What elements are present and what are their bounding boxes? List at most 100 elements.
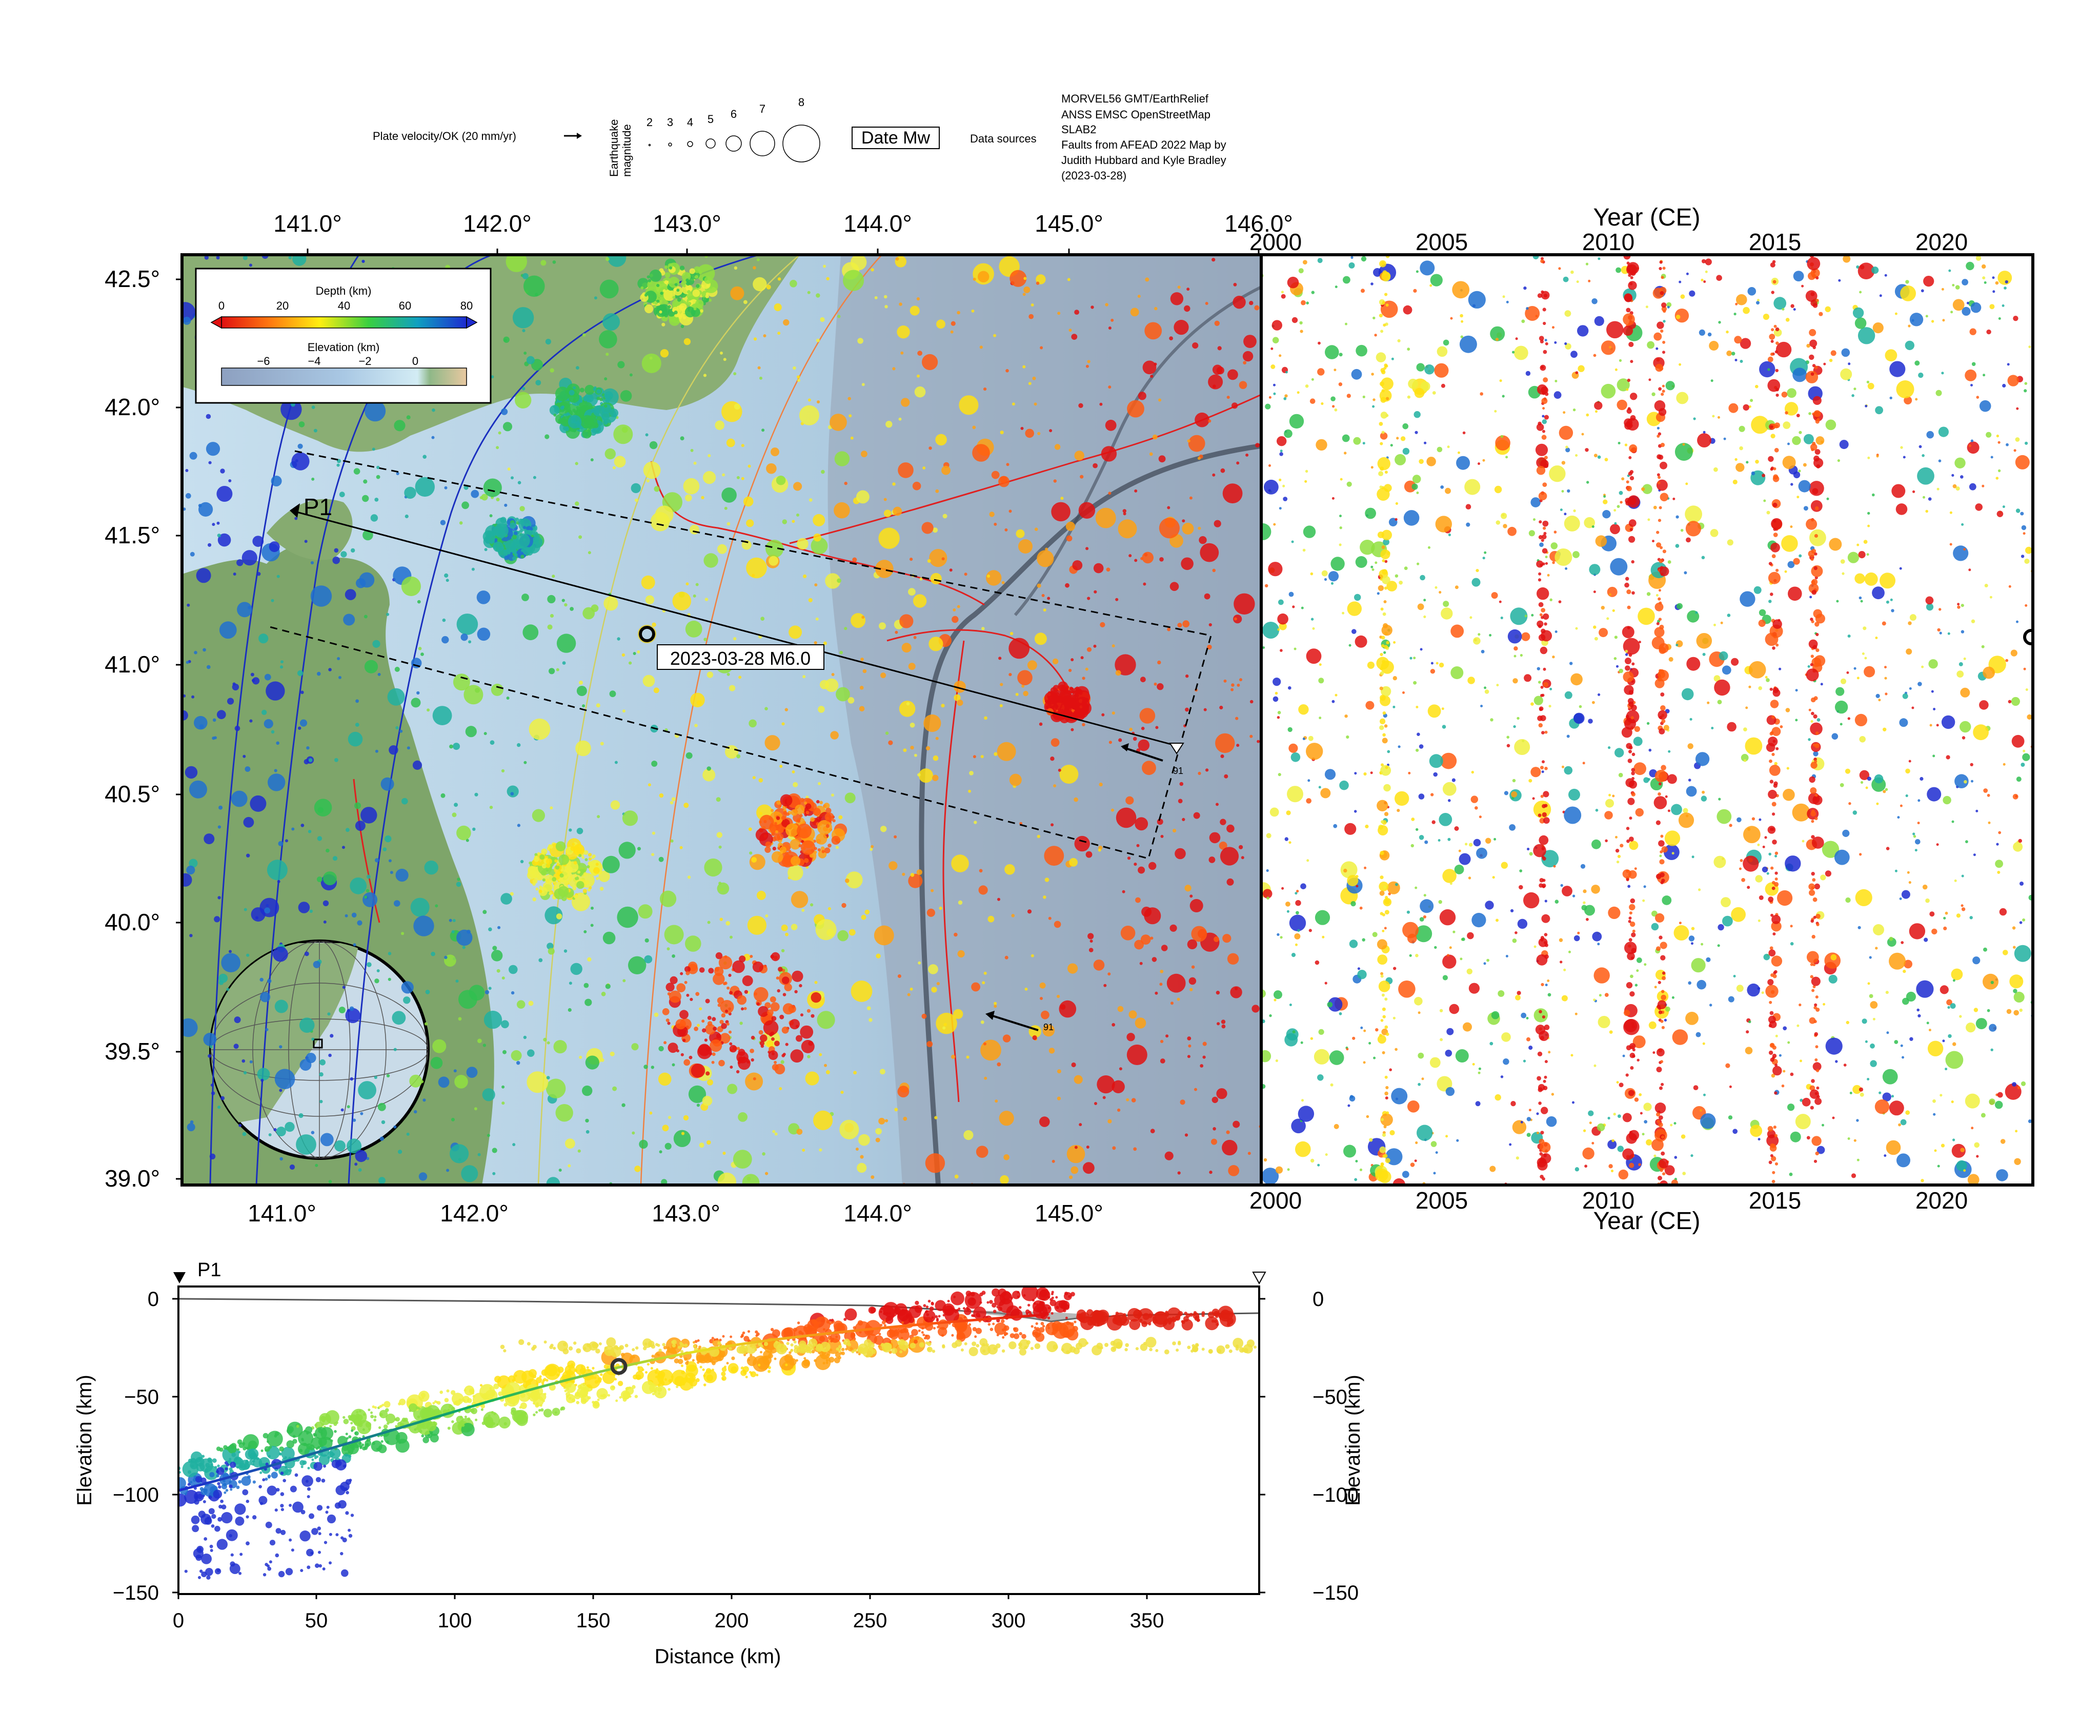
earthquake-dot [1570, 270, 1574, 274]
earthquake-dot [411, 698, 421, 708]
earthquake-dot [1450, 624, 1464, 638]
earthquake-dot [687, 290, 691, 294]
earthquake-dot [544, 434, 550, 439]
earthquake-dot [1628, 536, 1635, 543]
earthquake-dot [501, 1020, 509, 1029]
earthquake-dot [1838, 279, 1841, 282]
earthquake-dot [1382, 1015, 1386, 1018]
earthquake-dot [2023, 667, 2026, 670]
earthquake-dot [604, 394, 610, 399]
earthquake-dot [741, 477, 744, 480]
earthquake-dot [813, 514, 825, 526]
earthquake-dot [1496, 684, 1499, 687]
earthquake-dot [1785, 708, 1790, 712]
earthquake-dot [1925, 315, 1928, 318]
earthquake-dot [999, 1111, 1014, 1126]
earthquake-dot [1412, 475, 1421, 483]
earthquake-dot [221, 953, 241, 973]
earthquake-dot [1500, 435, 1504, 438]
earthquake-dot [844, 481, 847, 485]
earthquake-dot [1270, 347, 1274, 350]
earthquake-dot [1628, 1090, 1634, 1096]
earthquake-dot [1239, 381, 1247, 389]
earthquake-dot [969, 771, 974, 775]
earthquake-dot [1681, 688, 1694, 701]
earthquake-dot [496, 446, 499, 450]
earthquake-dot [1876, 455, 1879, 458]
earthquake-dot [1362, 395, 1365, 399]
earthquake-dot [2021, 1081, 2026, 1086]
earthquake-dot [1101, 446, 1117, 462]
earthquake-dot [699, 1007, 702, 1011]
earthquake-dot [997, 897, 1000, 901]
earthquake-dot [553, 886, 557, 889]
earthquake-dot [217, 1106, 221, 1109]
earthquake-dot [1385, 303, 1389, 307]
earthquake-dot [1952, 484, 1957, 488]
earthquake-dot [1624, 443, 1628, 446]
earthquake-dot [1785, 855, 1801, 872]
earthquake-dot [1971, 619, 1975, 623]
earthquake-dot [1695, 752, 1710, 766]
earthquake-dot [1628, 938, 1632, 942]
earthquake-dot [1298, 1106, 1315, 1122]
earthquake-dot [1676, 392, 1689, 404]
earthquake-dot [805, 803, 812, 809]
earthquake-dot [1015, 692, 1019, 696]
earthquake-dot [2008, 585, 2011, 588]
earthquake-dot [1381, 624, 1392, 636]
earthquake-dot [1619, 491, 1623, 495]
earthquake-dot [355, 821, 366, 831]
earthquake-dot [587, 957, 592, 962]
earthquake-dot [831, 835, 841, 845]
profile-end-icon [1169, 743, 1184, 754]
earthquake-dot [893, 506, 902, 516]
earthquake-dot [1901, 941, 1904, 944]
earthquake-dot [1787, 561, 1795, 568]
earthquake-dot [1964, 780, 1967, 784]
earthquake-dot [1517, 918, 1528, 929]
earthquake-dot [1928, 1029, 1931, 1032]
earthquake-dot [1705, 258, 1712, 265]
earthquake-dot [1280, 649, 1283, 652]
earthquake-dot [1048, 916, 1052, 920]
earthquake-dot [1819, 312, 1823, 316]
earthquake-dot [1318, 341, 1321, 345]
earthquake-dot [2019, 977, 2022, 980]
earthquake-dot [550, 614, 554, 618]
earthquake-dot [726, 438, 735, 447]
earthquake-dot [1423, 599, 1426, 602]
earthquake-dot [597, 815, 600, 819]
earthquake-dot [1688, 981, 1691, 985]
earthquake-dot [1099, 402, 1103, 406]
earthquake-dot [1859, 291, 1862, 294]
earthquake-dot [682, 284, 686, 288]
earthquake-dot [1582, 1147, 1594, 1160]
earthquake-dot [294, 517, 298, 520]
earthquake-dot [216, 256, 220, 260]
earthquake-dot [818, 782, 821, 785]
earthquake-dot [1983, 947, 1987, 952]
earthquake-dot [2015, 437, 2020, 442]
earthquake-dot [860, 1155, 864, 1159]
earthquake-dot [661, 322, 665, 326]
earthquake-dot [1864, 666, 1875, 678]
earthquake-dot [1377, 592, 1380, 595]
earthquake-dot [304, 540, 308, 543]
earthquake-dot [228, 479, 232, 482]
earthquake-dot [1866, 380, 1870, 384]
earthquake-dot [1734, 359, 1738, 361]
earthquake-dot [712, 1017, 716, 1022]
earthquake-dot [455, 979, 459, 983]
earthquake-dot [804, 801, 807, 805]
earthquake-dot [1820, 874, 1826, 881]
earthquake-dot [751, 1058, 754, 1062]
earthquake-dot [1430, 669, 1436, 674]
earthquake-dot [1470, 795, 1478, 803]
earthquake-dot [681, 1132, 685, 1135]
earthquake-dot [1440, 485, 1444, 489]
earthquake-dot [1432, 391, 1436, 395]
earthquake-dot [1629, 1052, 1635, 1058]
earthquake-dot [539, 890, 542, 893]
earthquake-dot [667, 1022, 671, 1025]
